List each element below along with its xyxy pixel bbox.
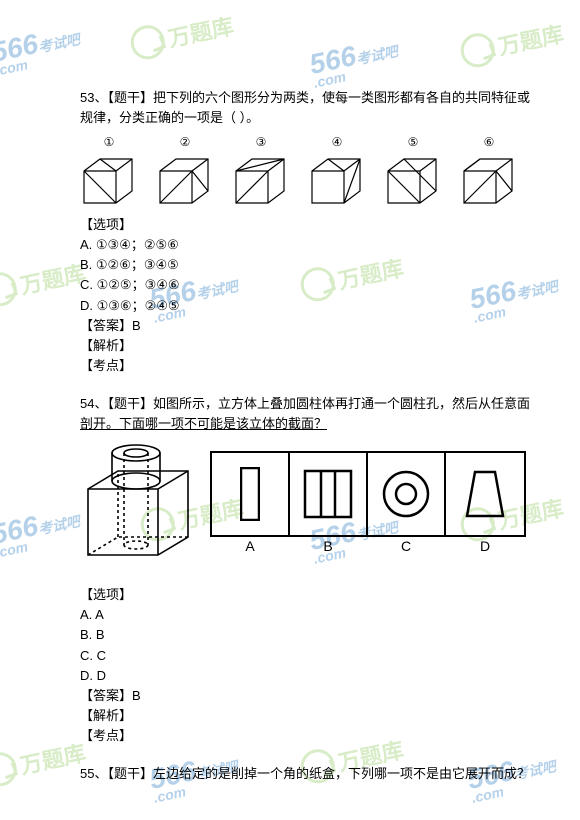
q53-stem: 53、【题干】把下列的六个图形分为两类，使每一类图形都有各自的共同特征或 规律，…	[80, 88, 560, 127]
q54-opt-d: D. D	[80, 666, 560, 686]
q53-opt-d: D. ①③⑥；②④⑤	[80, 296, 560, 316]
wm-566-cn: 考试吧	[37, 31, 81, 55]
fig-label-6: ⑥	[460, 133, 518, 151]
panel-d-label: D	[480, 536, 490, 557]
wm-566-com: .com	[0, 45, 84, 79]
page-content: 53、【题干】把下列的六个图形分为两类，使每一类图形都有各自的共同特征或 规律，…	[80, 88, 560, 802]
cube-1	[80, 153, 136, 209]
fig-label-2: ②	[156, 133, 214, 151]
cube-2	[156, 153, 212, 209]
q53-stem-line1: 53、【题干】把下列的六个图形分为两类，使每一类图形都有各自的共同特征或	[80, 88, 560, 108]
q54-opt-a: A. A	[80, 605, 560, 625]
q54-solid	[80, 441, 200, 571]
q53-parse: 【解析】	[80, 336, 560, 356]
wtk-icon	[128, 22, 168, 62]
q53-opt-hdr: 【选项】	[80, 215, 560, 235]
q53-point: 【考点】	[80, 356, 560, 376]
fig-label-5: ⑤	[384, 133, 442, 151]
question-53: 53、【题干】把下列的六个图形分为两类，使每一类图形都有各自的共同特征或 规律，…	[80, 88, 560, 376]
q53-answer: 【答案】B	[80, 316, 560, 336]
panel-a: A	[212, 453, 290, 535]
q53-opt-b: B. ①②⑥；③④⑤	[80, 255, 560, 275]
question-54: 54、【题干】如图所示，立方体上叠加圆柱体再打通一个圆柱孔，然后从任意面 剖开。…	[80, 394, 560, 746]
panel-b-label: B	[323, 536, 332, 557]
cube-3	[232, 153, 288, 209]
panel-a-label: A	[245, 536, 254, 557]
q54-options-panel: A B C	[210, 451, 526, 537]
q54-parse: 【解析】	[80, 706, 560, 726]
q53-stem-line2: 规律，分类正确的一项是（ ）。	[80, 108, 560, 128]
fig-label-3: ③	[232, 133, 290, 151]
cube-4	[308, 153, 364, 209]
wtk-text: 万题库	[165, 9, 236, 54]
q53-figures: ① ② ③ ④	[80, 133, 560, 209]
q54-figure-row: A B C	[80, 441, 560, 571]
q54-opt-hdr: 【选项】	[80, 585, 560, 605]
cube-6	[460, 153, 516, 209]
q53-opt-a: A. ①③④；②⑤⑥	[80, 235, 560, 255]
panel-c-label: C	[401, 536, 411, 557]
question-55: 55、【题干】左边给定的是削掉一个角的纸盒，下列哪一项不是由它展开而成？	[80, 764, 560, 784]
q54-stem-line1: 54、【题干】如图所示，立方体上叠加圆柱体再打通一个圆柱孔，然后从任意面	[80, 394, 560, 414]
q54-answer: 【答案】B	[80, 686, 560, 706]
q54-opt-b: B. B	[80, 625, 560, 645]
wm-566: 566	[0, 28, 41, 68]
q55-stem: 55、【题干】左边给定的是削掉一个角的纸盒，下列哪一项不是由它展开而成？	[80, 764, 560, 784]
fig-label-1: ①	[80, 133, 138, 151]
fig-label-4: ④	[308, 133, 366, 151]
q54-point: 【考点】	[80, 726, 560, 746]
panel-c: C	[368, 453, 446, 535]
q54-opt-c: C. C	[80, 646, 560, 666]
q53-opt-c: C. ①②⑤；③④⑥	[80, 275, 560, 295]
q54-stem-line2: 剖开。下面哪一项不可能是该立体的截面？	[80, 414, 327, 434]
cube-5	[384, 153, 440, 209]
wtk-icon	[458, 30, 498, 70]
panel-b: B	[290, 453, 368, 535]
wm-566: 566	[307, 40, 359, 80]
panel-d: D	[446, 453, 524, 535]
q53-options: 【选项】 A. ①③④；②⑤⑥ B. ①②⑥；③④⑤ C. ①②⑤；③④⑥ D.…	[80, 215, 560, 316]
